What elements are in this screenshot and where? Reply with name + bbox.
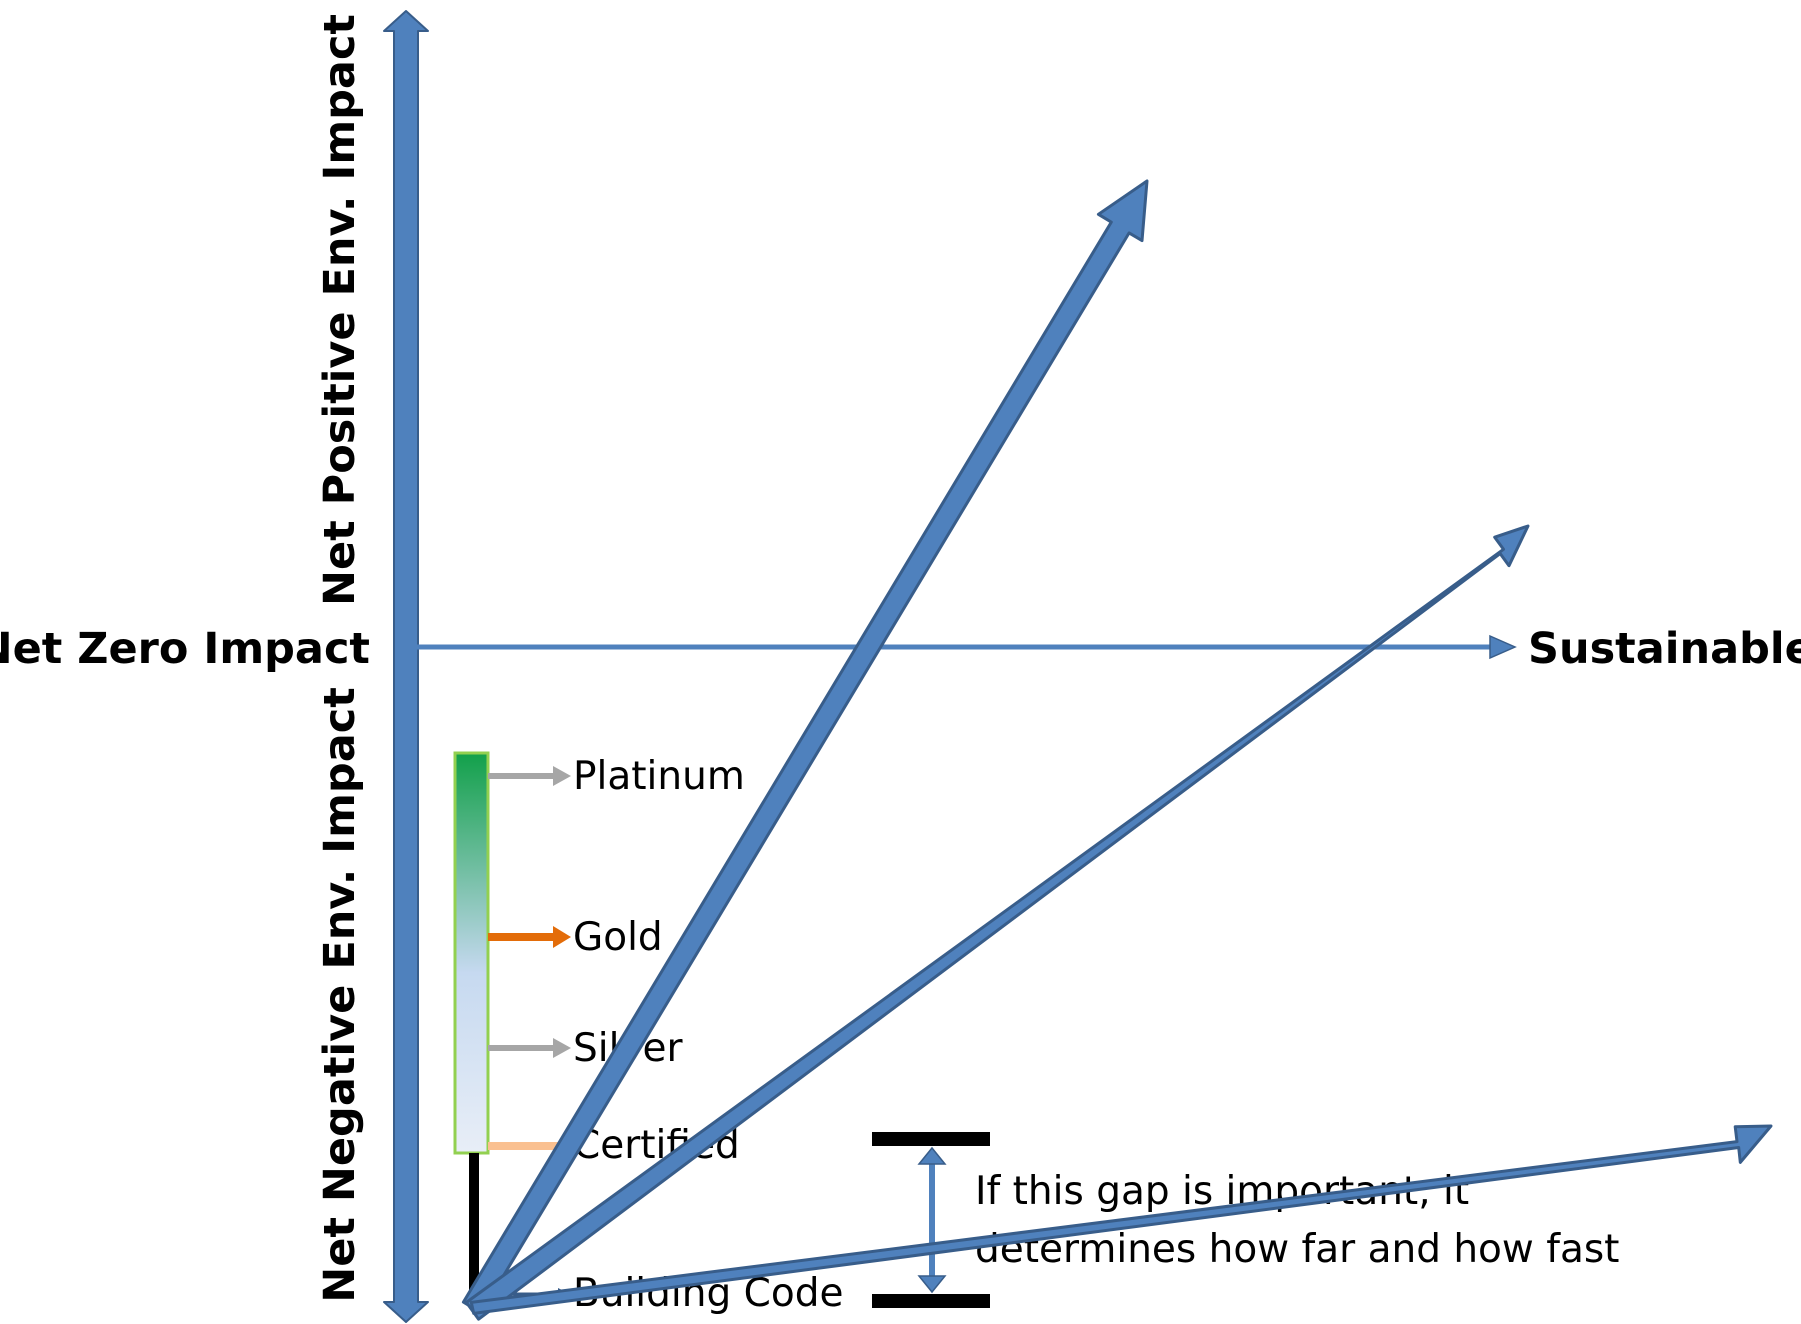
axis-label-net-positive: Net Positive Env. Impact xyxy=(315,14,365,606)
medium-trajectory-arrow xyxy=(464,524,1530,1321)
gap-bracket xyxy=(872,1132,990,1308)
axis-label-net-negative: Net Negative Env. Impact xyxy=(315,687,365,1303)
gold-connector xyxy=(488,926,571,948)
axis-label-net-zero: Net Zero Impact xyxy=(0,624,370,674)
silver-connector xyxy=(488,1038,571,1058)
building-code-gap-line xyxy=(469,1153,479,1298)
level-label-gold: Gold xyxy=(573,915,663,960)
level-label-platinum: Platinum xyxy=(573,754,745,799)
vertical-axis-arrow xyxy=(383,10,429,1323)
axis-label-sustainable: Sustainable xyxy=(1528,624,1801,674)
horizontal-axis-arrow xyxy=(406,634,1517,660)
steep-trajectory-arrow xyxy=(461,179,1149,1315)
certification-level-bar xyxy=(453,751,490,1155)
shallow-trajectory-arrow xyxy=(469,1124,1773,1315)
platinum-connector xyxy=(488,766,571,786)
